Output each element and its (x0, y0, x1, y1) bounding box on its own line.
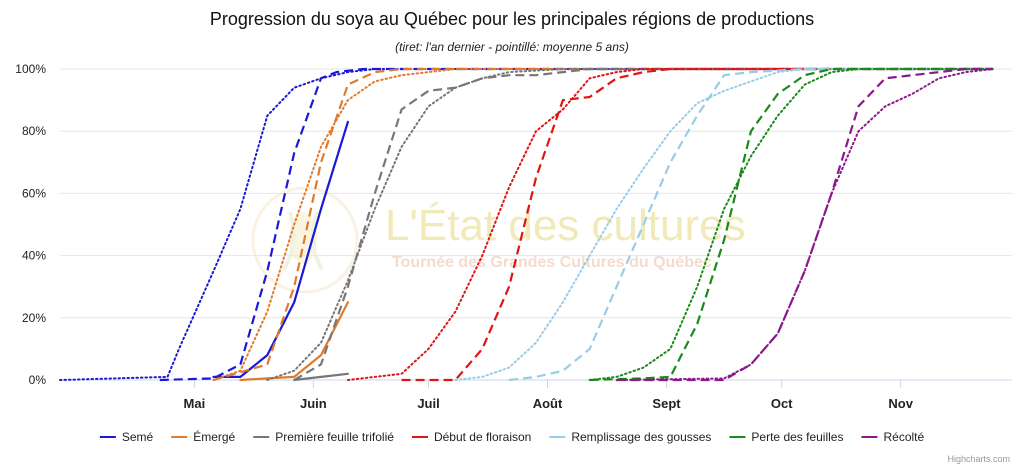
x-axis: Mai Juin Juil Août Sept Oct Nov (60, 379, 1012, 411)
series-line-2-avg5[interactable] (266, 68, 994, 381)
x-tick-label: Juin (300, 396, 327, 411)
watermark-subtitle: Tournée des Grandes Cultures du Québec (392, 254, 712, 271)
x-tick-label: Nov (888, 396, 913, 411)
legend-item-0[interactable]: Semé (99, 430, 154, 444)
legend-label: Semé (122, 430, 154, 444)
series-line-2-current[interactable] (293, 372, 349, 382)
y-tick-label: 60% (22, 186, 46, 200)
y-tick-label: 80% (22, 124, 46, 138)
legend-label: Première feuille trifolié (275, 430, 394, 444)
legend-label: Début de floraison (434, 430, 531, 444)
y-tick-label: 0% (29, 373, 47, 387)
legend-item-4[interactable]: Remplissage des gousses (549, 430, 711, 444)
x-tick-label: Sept (652, 396, 681, 411)
y-tick-label: 20% (22, 311, 46, 325)
y-tick-label: 100% (15, 62, 46, 76)
chart-subtitle: (tiret: l'an dernier - pointillé: moyenn… (395, 40, 629, 54)
x-tick-label: Mai (184, 396, 206, 411)
legend-label: Récolté (883, 430, 924, 444)
y-tick-label: 40% (22, 249, 46, 263)
chart-title: Progression du soya au Québec pour les p… (210, 9, 814, 29)
series-line-1-avg5[interactable] (212, 68, 994, 381)
series-line-5-last-year[interactable] (589, 67, 993, 382)
legend-item-6[interactable]: Récolté (861, 430, 924, 444)
watermark-title: L'État des cultures (385, 201, 746, 250)
series-line-3-avg5[interactable] (346, 68, 994, 381)
legend-item-3[interactable]: Début de floraison (411, 430, 531, 444)
x-tick-label: Oct (771, 396, 793, 411)
legend-label: Perte des feuilles (751, 430, 843, 444)
y-axis: 0% 20% 40% 60% 80% 100% (15, 62, 46, 387)
x-tick-label: Juil (417, 396, 439, 411)
series-line-0-avg5[interactable] (59, 68, 994, 381)
series-line-0-last-year[interactable] (159, 67, 993, 382)
series-line-4-avg5[interactable] (454, 68, 994, 381)
series-line-3-last-year[interactable] (401, 67, 817, 382)
legend-item-5[interactable]: Perte des feuilles (729, 430, 843, 444)
x-tick-label: Août (533, 396, 563, 411)
legend-item-1[interactable]: Émergé (171, 429, 236, 444)
watermark: L'État des cultures Tournée des Grandes … (251, 186, 746, 294)
series-line-0-current[interactable] (212, 120, 349, 378)
legend-label: Remplissage des gousses (571, 430, 711, 444)
legend-item-2[interactable]: Première feuille trifolié (253, 430, 394, 444)
series-layer (59, 67, 994, 382)
series-line-1-last-year[interactable] (213, 67, 993, 382)
legend: Semé Émergé Première feuille trifolié Début… (99, 429, 924, 444)
series-line-2-last-year[interactable] (293, 67, 993, 381)
series-line-4-last-year[interactable] (508, 67, 993, 382)
legend-label: Émergé (193, 429, 235, 444)
series-line-6-last-year[interactable] (616, 67, 993, 382)
credits-link[interactable]: Highcharts.com (947, 454, 1010, 464)
